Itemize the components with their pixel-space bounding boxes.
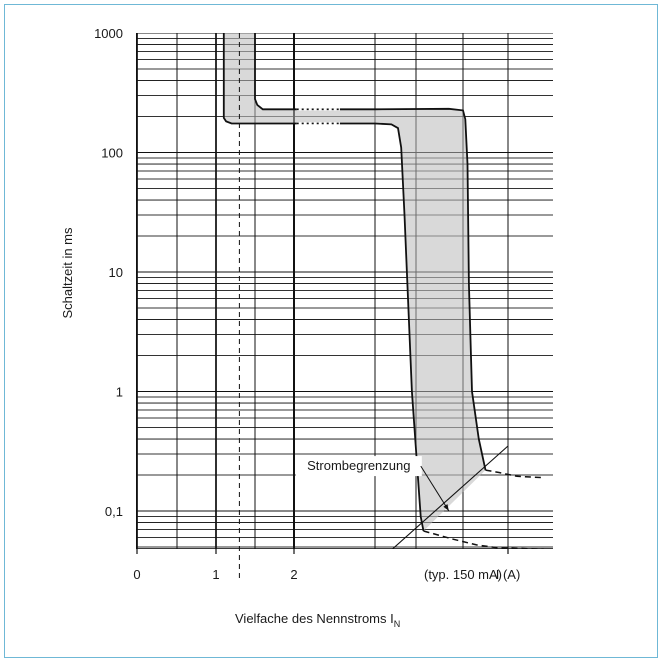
y-tick-label: 100 (101, 146, 123, 161)
y-tick-label: 0,1 (105, 504, 123, 519)
annotation-label-bg (295, 456, 422, 477)
tolerance-band (223, 33, 486, 531)
annotation-leader (420, 465, 450, 512)
y-axis-label: Schaltzeit in ms (60, 227, 75, 319)
annotation-label: Strombegrenzung (307, 458, 410, 473)
lower-boundary-curve (222, 33, 425, 532)
upper-boundary-curve (254, 33, 487, 471)
tick-labels: 1000 100 10 1 0,1 0 1 2 (typ. 150 mA)I (A) (94, 26, 520, 582)
y-tick-label: 10 (109, 265, 123, 280)
annotation-arrowhead (443, 504, 449, 511)
y-tick-label: 1000 (94, 26, 123, 41)
grid-overlay (136, 33, 553, 549)
x-axis-label: Vielfache des Nennstroms IN (235, 611, 400, 629)
current-limit-line (391, 445, 509, 549)
curve-band (136, 33, 553, 549)
x-tick-label: 1 (212, 567, 219, 582)
x-tick-label: 0 (133, 567, 140, 582)
x-tick-label: I (A) (496, 567, 521, 582)
curve-extension-dashed (485, 469, 545, 479)
x-tick-label: (typ. 150 mA) (424, 567, 502, 582)
curve-extension-dashed (423, 530, 545, 549)
y-tick-label: 1 (116, 385, 123, 400)
annotations: Strombegrenzung (295, 456, 450, 512)
x-tick-label: 2 (290, 567, 297, 582)
